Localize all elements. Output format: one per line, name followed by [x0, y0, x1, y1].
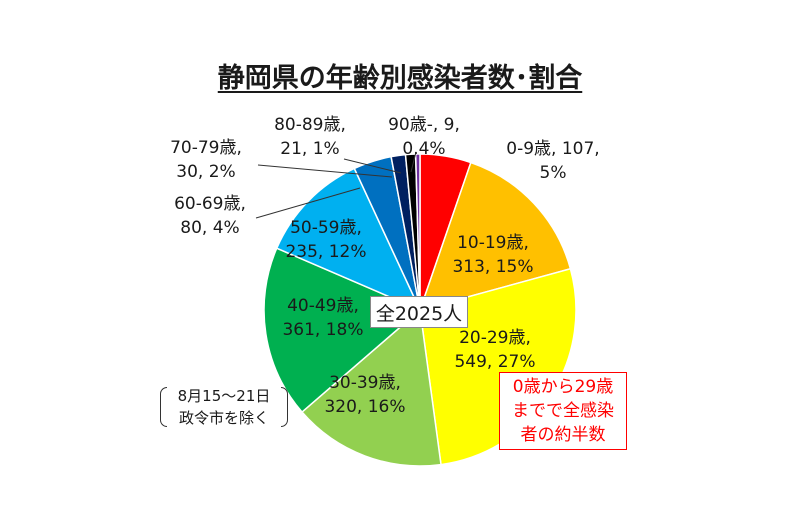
slice-label-50-59歳: 50-59歳, 235, 12%	[285, 218, 366, 262]
slice-label-line: 0.4%	[402, 139, 445, 159]
slice-label-line: 549, 27%	[454, 352, 535, 372]
total-label: 全2025人	[370, 296, 468, 328]
summary-callout-line-1: 0歳から29歳	[512, 377, 614, 397]
slice-label-80-89歳: 80-89歳, 21, 1%	[274, 115, 346, 159]
slice-label-line: 90歳-, 9,	[388, 115, 460, 135]
summary-callout: 0歳から29歳 までで全感染 者の約半数	[499, 372, 627, 450]
slice-label-line: 30, 2%	[176, 162, 235, 182]
slice-label-10-19歳: 10-19歳, 313, 15%	[452, 233, 533, 277]
pie-slice-10-19歳	[418, 161, 572, 312]
slice-label-line: 21, 1%	[280, 139, 339, 159]
summary-callout-line-3: 者の約半数	[520, 425, 606, 445]
slice-label-40-49歳: 40-49歳, 361, 18%	[282, 296, 363, 340]
slice-label-line: 10-19歳,	[457, 233, 529, 253]
leader-line-60-69歳	[255, 187, 361, 219]
pie-slice-30-39歳	[300, 308, 442, 467]
slice-label-line: 80-89歳,	[274, 115, 346, 135]
slice-label-line: 40-49歳,	[287, 296, 359, 316]
slice-label-line: 320, 16%	[324, 397, 405, 417]
slice-label-line: 50-59歳,	[290, 218, 362, 238]
slice-label-60-69歳: 60-69歳, 80, 4%	[174, 194, 246, 238]
slice-label-line: 70-79歳,	[170, 138, 242, 158]
period-note: 8月15～21日 政令市を除く	[160, 385, 288, 429]
pie-slice-50-59歳	[275, 167, 422, 312]
leader-line-70-79歳	[257, 164, 393, 178]
slice-label-line: 5%	[540, 163, 567, 183]
slice-label-line: 60-69歳,	[174, 194, 246, 214]
leader-line-80-89歳	[343, 158, 402, 174]
slice-label-line: 361, 18%	[282, 320, 363, 340]
slice-label-line: 235, 12%	[285, 242, 366, 262]
slice-label-line: 313, 15%	[452, 257, 533, 277]
chart-title: 静岡県の年齢別感染者数･割合	[217, 63, 583, 94]
period-note-line-1: 8月15～21日	[177, 387, 271, 405]
slice-label-70-79歳: 70-79歳, 30, 2%	[170, 138, 242, 182]
slice-label-line: 30-39歳,	[329, 373, 401, 393]
slice-label-0-9歳: 0-9歳, 107, 5%	[506, 139, 599, 183]
period-note-line-2: 政令市を除く	[178, 409, 269, 427]
pie-slice-40-49歳	[263, 247, 422, 414]
slice-label-line: 20-29歳,	[459, 328, 531, 348]
slice-label-30-39歳: 30-39歳, 320, 16%	[324, 373, 405, 417]
leader-line-90歳-	[410, 151, 417, 173]
summary-callout-line-2: までで全感染	[512, 401, 614, 421]
slice-label-20-29歳: 20-29歳, 549, 27%	[454, 328, 535, 372]
slice-label-line: 80, 4%	[180, 218, 239, 238]
slice-label-line: 0-9歳, 107,	[506, 139, 599, 159]
slice-label-90歳-: 90歳-, 9, 0.4%	[388, 115, 460, 159]
